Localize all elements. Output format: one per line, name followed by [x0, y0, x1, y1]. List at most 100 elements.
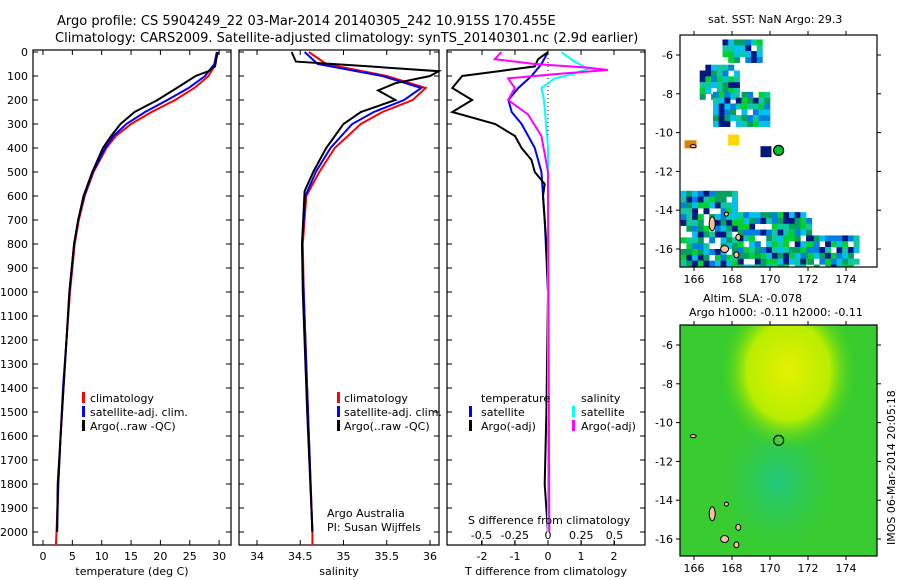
sst-pixel	[705, 87, 712, 94]
x-tick-label: 30	[212, 550, 226, 563]
y-tick-label: 700	[7, 214, 28, 227]
sst-pixel	[777, 252, 784, 259]
sst-pixel	[783, 241, 790, 248]
sst-pixel	[726, 243, 733, 250]
sst-pixel	[777, 223, 784, 230]
sst-pixel	[733, 51, 740, 58]
sst-pixel	[745, 56, 752, 63]
sst-pixel	[764, 97, 771, 104]
sst-pixel	[692, 243, 699, 250]
sst-pixel	[836, 235, 843, 242]
sst-pixel	[714, 225, 721, 232]
island	[689, 144, 697, 149]
sst-pixel	[800, 252, 807, 259]
y-tick-label: 1800	[0, 478, 28, 491]
sst-pixel	[720, 260, 727, 267]
sst-pixel	[711, 64, 718, 71]
sst-pixel	[747, 97, 754, 104]
sst-pixel	[713, 109, 719, 116]
sst-pixel	[789, 252, 795, 259]
sst-pixel	[749, 229, 756, 236]
sst-pixel	[745, 45, 752, 52]
sst-pixel	[752, 115, 759, 122]
sst-pixel	[754, 247, 761, 254]
x-tick-label: 0	[40, 550, 47, 563]
sst-pixel	[771, 247, 778, 254]
sst-pixel	[726, 202, 733, 209]
sst-pixel	[724, 120, 731, 127]
sst-pixel	[760, 146, 772, 158]
island	[733, 251, 740, 259]
island	[733, 541, 740, 549]
lat-tick-label: -16	[655, 243, 673, 256]
sst-pixel	[749, 217, 756, 224]
sst-pixel	[751, 56, 757, 63]
sst-pixel	[709, 196, 716, 203]
legend-title-temperature: temperature	[481, 392, 550, 405]
sst-pixel	[808, 241, 814, 248]
sst-pixel	[686, 225, 693, 232]
sst-pixel	[713, 97, 719, 104]
sst-pixel	[789, 212, 795, 219]
sst-pixel	[743, 217, 750, 224]
sst-map-axes: 166 168 170 172 174 -6 -8 -10 -12 -14 -16	[655, 31, 881, 286]
sst-pixel	[830, 252, 837, 259]
sst-pixel	[703, 225, 710, 232]
sst-pixel	[714, 249, 721, 255]
sst-pixel	[718, 115, 725, 122]
sst-pixel	[728, 56, 735, 63]
sst-pixel	[743, 212, 750, 219]
sla-map-title: Altim. SLA: -0.078	[703, 292, 802, 305]
sst-pixel	[842, 247, 849, 254]
sst-pixel	[825, 252, 832, 259]
legend-label: Argo(..raw -QC)	[90, 420, 176, 433]
sst-pixel	[813, 264, 820, 267]
sst-pixel	[825, 258, 832, 265]
sst-pixel	[713, 91, 719, 98]
sst-pixel	[686, 196, 693, 203]
sst-pixel	[720, 231, 727, 238]
island	[708, 216, 716, 232]
sst-pixel	[733, 56, 740, 63]
lat-tick-label: -8	[662, 88, 673, 101]
sst-pixel	[806, 223, 813, 230]
sst-pixel	[692, 260, 699, 267]
sst-pixel	[703, 208, 710, 215]
imos-timestamp: IMOS 06-Mar-2014 20:05:18	[885, 390, 898, 545]
y-tick-label: 600	[7, 190, 28, 203]
sst-pixel	[808, 247, 814, 254]
legend-swatch-s-satellite	[572, 406, 575, 417]
sst-pixel	[800, 258, 807, 265]
sst-pixel	[853, 247, 860, 254]
sst-pixel	[732, 214, 738, 221]
sst-pixel	[783, 247, 790, 254]
lon-tick-label: 172	[798, 273, 819, 286]
sst-pixel	[789, 223, 795, 230]
sst-pixel	[730, 115, 737, 122]
s-tick-label: 0.25	[569, 529, 594, 542]
sst-pixel	[747, 115, 754, 122]
sst-pixel	[730, 109, 737, 116]
sst-pixel	[783, 264, 790, 267]
sst-pixel	[800, 217, 807, 224]
sst-pixel	[716, 82, 723, 89]
sst-pixel	[733, 82, 740, 89]
map-frame	[679, 324, 878, 557]
sst-pixel	[754, 241, 761, 248]
sst-pixel	[760, 264, 767, 267]
sst-pixel	[728, 76, 735, 83]
sst-pixel	[697, 202, 704, 209]
sst-pixel	[732, 196, 738, 203]
sst-pixel	[747, 120, 754, 127]
sst-pixel	[766, 229, 773, 236]
series-s-argo-adj-	[492, 51, 609, 533]
figure-title-line1: Argo profile: CS 5904249_22 03-Mar-2014 …	[57, 14, 556, 29]
sst-pixel	[697, 225, 704, 232]
sst-pixel	[771, 252, 778, 259]
sst-pixel	[709, 202, 716, 209]
lon-tick-label: 166	[684, 562, 705, 575]
legend-title-salinity: salinity	[581, 392, 621, 405]
sst-pixel	[697, 237, 704, 244]
sst-pixel	[743, 229, 750, 236]
sst-pixel	[724, 91, 731, 98]
